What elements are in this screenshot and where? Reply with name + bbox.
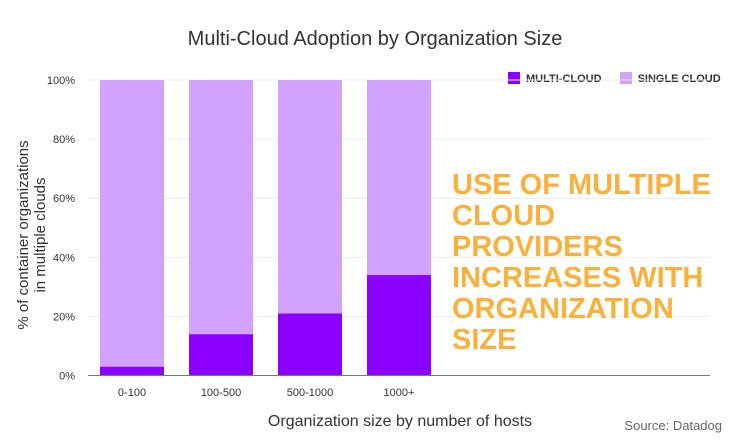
legend: MULTI-CLOUD SINGLE CLOUD: [508, 72, 721, 85]
y-tick-label: 0%: [59, 371, 75, 383]
y-tick-label: 80%: [53, 134, 75, 146]
bar-multi-cloud: [367, 275, 431, 376]
x-tick-label: 1000+: [384, 387, 415, 399]
y-tick-label: 40%: [53, 252, 75, 264]
chart-title: Multi-Cloud Adoption by Organization Siz…: [187, 28, 563, 50]
bar-single-cloud: [367, 80, 431, 276]
legend-item-single-cloud: SINGLE CLOUD: [619, 72, 721, 85]
legend-label: SINGLE CLOUD: [637, 73, 721, 85]
bar-single-cloud: [278, 80, 342, 314]
y-axis-label: % of container organizations in multiple…: [15, 140, 49, 330]
legend-swatch: [508, 72, 520, 84]
x-tick-label: 100-500: [201, 387, 241, 399]
x-tick-label: 0-100: [118, 387, 146, 399]
bar-multi-cloud: [100, 366, 164, 376]
y-tick-label: 20%: [53, 311, 75, 323]
bar-multi-cloud: [278, 313, 342, 376]
y-tick-label: 100%: [47, 75, 75, 87]
y-tick-label: 60%: [53, 193, 75, 205]
legend-swatch: [619, 72, 632, 84]
bar-multi-cloud: [189, 334, 253, 376]
x-axis-label: Organization size by number of hosts: [267, 413, 533, 430]
legend-label: MULTI-CLOUD: [526, 73, 602, 85]
bar-single-cloud: [189, 80, 253, 335]
legend-item-multi-cloud: MULTI-CLOUD: [508, 72, 602, 85]
x-tick-label: 500-1000: [287, 387, 334, 399]
annotation: USE OF MULTIPLE CLOUD PROVIDERS INCREASE…: [452, 169, 711, 356]
source-note: Source: Datadog: [624, 418, 722, 433]
bar-single-cloud: [100, 80, 164, 367]
